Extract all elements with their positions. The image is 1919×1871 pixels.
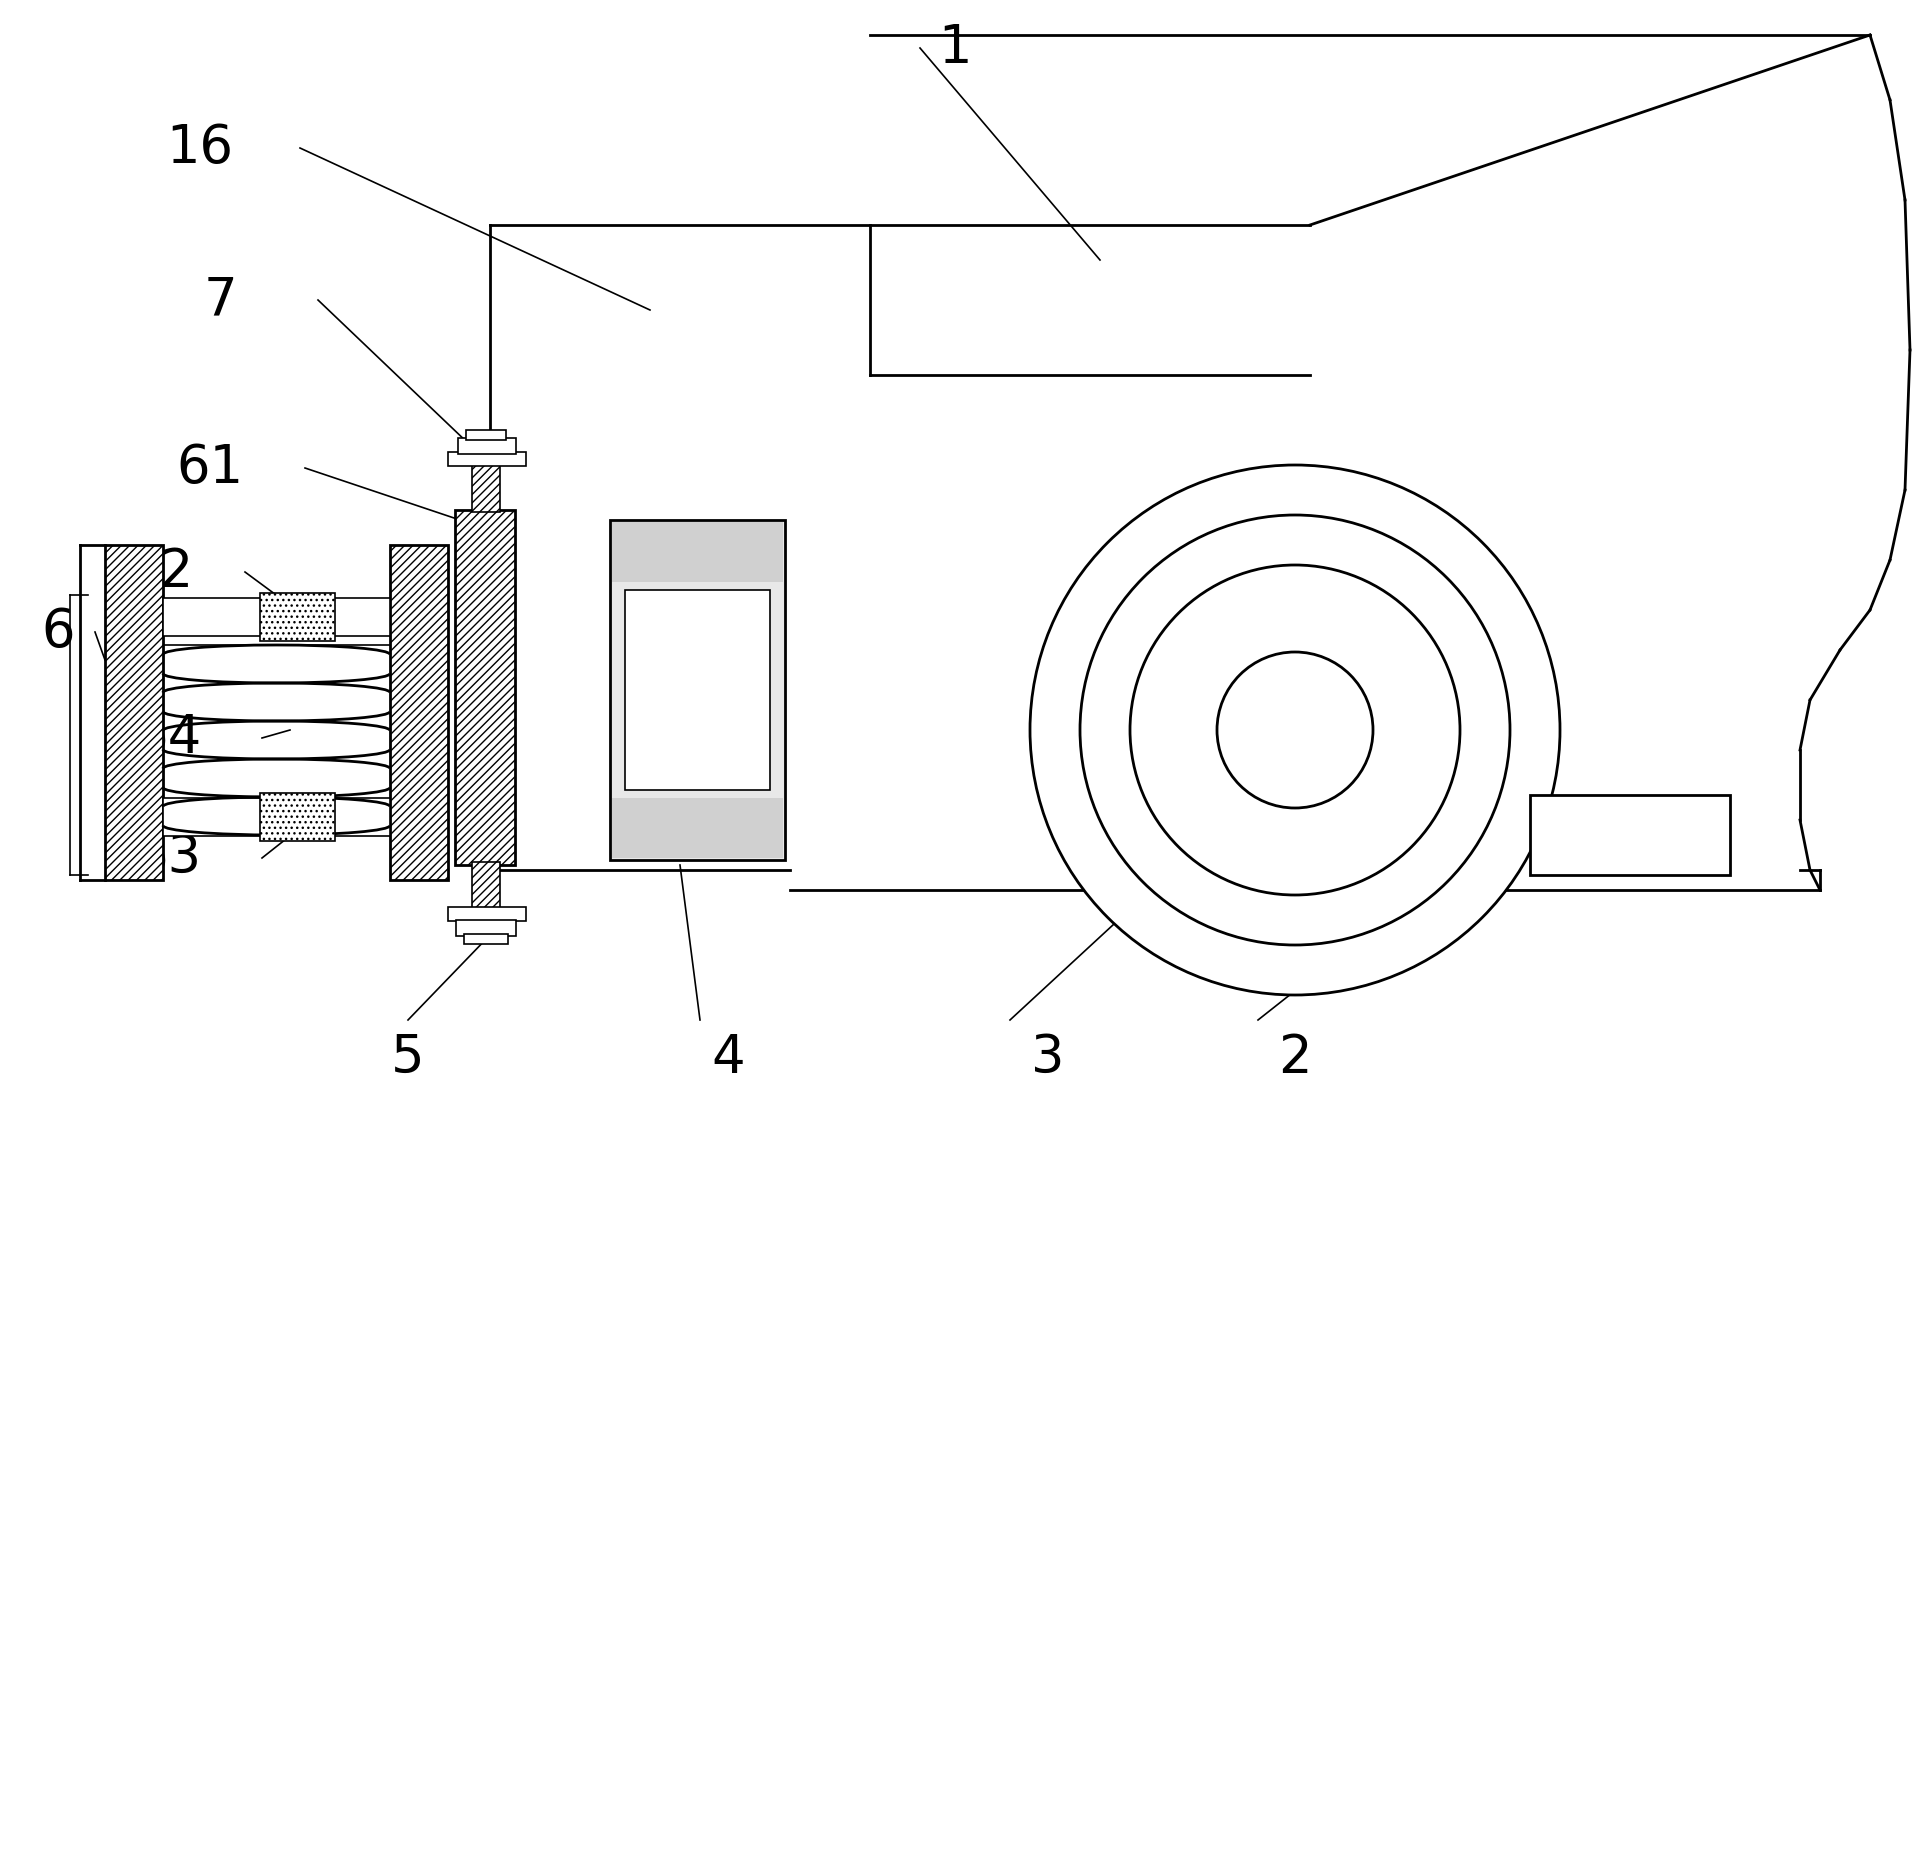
Bar [163,599,390,636]
Bar [163,799,390,836]
Bar [455,511,514,864]
Bar [610,520,785,861]
Text: 63: 63 [134,833,201,883]
Text: 62: 62 [127,546,194,599]
Text: 4: 4 [712,1033,745,1083]
Text: 61: 61 [177,442,244,494]
Text: 7: 7 [203,273,236,326]
Bar [626,589,770,790]
Bar [1529,795,1731,876]
Text: 1: 1 [938,22,971,75]
Text: 2: 2 [1278,1033,1313,1083]
Bar [459,438,516,455]
Bar [259,593,336,642]
Bar [390,544,447,879]
Bar [259,793,336,840]
Circle shape [1080,515,1510,945]
Text: 6: 6 [40,606,75,659]
Text: 64: 64 [134,713,201,763]
Bar [610,520,785,861]
Bar [447,907,526,921]
Bar [447,453,526,466]
Text: 16: 16 [167,122,234,174]
Circle shape [1031,466,1560,995]
Bar [457,921,516,936]
Bar [464,934,509,945]
Bar [472,863,501,909]
Text: 3: 3 [1031,1033,1065,1083]
Bar [106,544,163,879]
Bar [612,799,783,859]
Bar [612,522,783,582]
Bar [472,460,501,513]
Text: 5: 5 [391,1033,424,1083]
Circle shape [1217,651,1372,808]
Bar [466,430,507,440]
Circle shape [1130,565,1460,894]
